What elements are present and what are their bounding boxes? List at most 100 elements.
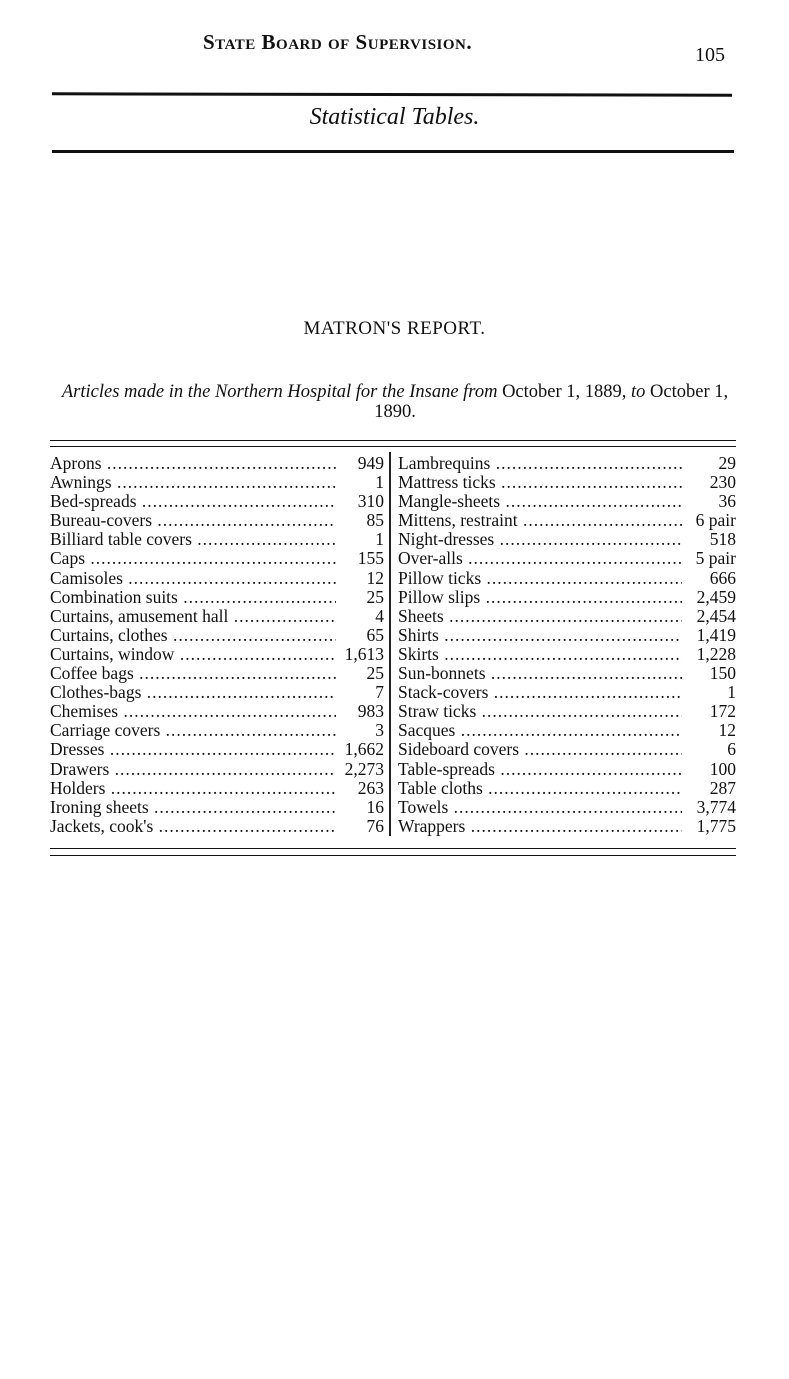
item-name: Caps bbox=[50, 549, 336, 568]
page-number: 105 bbox=[695, 44, 725, 66]
table-row: Sheets 2,454 bbox=[398, 607, 736, 626]
item-name: Straw ticks bbox=[398, 702, 682, 721]
item-quantity: 666 bbox=[709, 568, 736, 588]
item-quantity: 16 bbox=[366, 797, 385, 817]
item-quantity: 983 bbox=[357, 702, 384, 722]
item-name: Dresses bbox=[50, 740, 336, 759]
item-quantity: 230 bbox=[709, 473, 736, 493]
item-quantity: 85 bbox=[366, 511, 385, 531]
table-right-column: Lambrequins29Mattress ticks230Mangle-she… bbox=[398, 454, 736, 836]
table-row: Stack-covers 1 bbox=[398, 683, 736, 702]
column-divider bbox=[389, 452, 391, 836]
item-quantity: 6 bbox=[727, 740, 736, 760]
table-row: Curtains, clothes 65 bbox=[50, 626, 384, 645]
item-name: Aprons bbox=[50, 454, 336, 473]
table-row: Shirts 1,419 bbox=[398, 626, 736, 645]
item-name: Coffee bags bbox=[50, 664, 336, 683]
item-quantity: 3,774 bbox=[696, 797, 736, 817]
item-name: Mangle-sheets bbox=[398, 492, 682, 511]
item-quantity: 100 bbox=[709, 759, 736, 779]
subtitle-part: to bbox=[631, 382, 646, 402]
table-row: Dresses 1,662 bbox=[50, 740, 384, 759]
item-quantity: 36 bbox=[718, 492, 737, 512]
item-name: Ironing sheets bbox=[50, 798, 336, 817]
subtitle-part: October 1, 1890. bbox=[374, 382, 729, 422]
table-row: Straw ticks 172 bbox=[398, 702, 736, 721]
subtitle-part: Articles made in the Northern Hospital f… bbox=[61, 382, 498, 402]
item-quantity: 949 bbox=[357, 454, 384, 473]
item-quantity: 1 bbox=[375, 473, 384, 493]
table-bottom-rule bbox=[50, 855, 736, 856]
table-row: Holders 263 bbox=[50, 779, 384, 798]
item-name: Sun-bonnets bbox=[398, 664, 682, 683]
table-row: Jackets, cook's 76 bbox=[50, 817, 384, 836]
report-title: MATRON'S REPORT. bbox=[303, 318, 486, 339]
table-row: Ironing sheets 16 bbox=[50, 798, 384, 817]
item-quantity: 29 bbox=[718, 454, 737, 473]
table-row: Aprons 949 bbox=[50, 454, 384, 473]
table-row: Sideboard covers 6 bbox=[398, 740, 736, 759]
item-name: Holders bbox=[50, 779, 336, 798]
item-name: Bureau-covers bbox=[50, 511, 336, 530]
table-bottom-rule bbox=[50, 848, 736, 849]
item-name: Wrappers bbox=[398, 817, 682, 836]
table-row: Chemises 983 bbox=[50, 702, 384, 721]
item-quantity: 310 bbox=[357, 492, 384, 512]
table-row: Over-alls 5 pair bbox=[398, 549, 736, 568]
table-row: Camisoles 12 bbox=[50, 569, 384, 588]
item-name: Table cloths bbox=[398, 779, 682, 798]
item-quantity: 1 bbox=[375, 530, 384, 550]
item-quantity: 4 bbox=[375, 606, 384, 626]
item-name: Towels bbox=[398, 798, 682, 817]
item-quantity: 2,273 bbox=[344, 759, 384, 779]
table-row: Table cloths 287 bbox=[398, 779, 736, 798]
item-quantity: 25 bbox=[366, 664, 385, 684]
table-row: Wrappers 1,775 bbox=[398, 817, 736, 836]
table-row: Clothes-bags 7 bbox=[50, 683, 384, 702]
table-row: Coffee bags 25 bbox=[50, 664, 384, 683]
item-name: Sacques bbox=[398, 721, 682, 740]
section-title: Statistical Tables. bbox=[309, 104, 480, 130]
item-name: Combination suits bbox=[50, 588, 336, 607]
item-name: Table-spreads bbox=[398, 760, 682, 779]
item-quantity: 1,419 bbox=[696, 625, 736, 645]
item-name: Awnings bbox=[50, 473, 336, 492]
running-head: State Board of Supervision. 105 bbox=[0, 30, 789, 66]
item-quantity: 1,228 bbox=[696, 644, 736, 664]
item-quantity: 155 bbox=[357, 549, 384, 569]
running-title: State Board of Supervision. bbox=[203, 30, 473, 54]
table-top-rule bbox=[50, 440, 736, 441]
table-row: Sacques 12 bbox=[398, 721, 736, 740]
top-rule bbox=[51, 92, 733, 97]
table-row: Pillow slips 2,459 bbox=[398, 588, 736, 607]
table-row: Table-spreads 100 bbox=[398, 760, 736, 779]
table-row: Awnings 1 bbox=[50, 473, 384, 492]
table-row: Pillow ticks 666 bbox=[398, 569, 736, 588]
table-row: Sun-bonnets 150 bbox=[398, 664, 736, 683]
item-quantity: 65 bbox=[366, 625, 385, 645]
table-row: Towels 3,774 bbox=[398, 798, 736, 817]
item-name: Curtains, amusement hall bbox=[50, 607, 336, 626]
item-quantity: 150 bbox=[709, 664, 736, 684]
table-top-rule bbox=[50, 446, 736, 447]
table-row: Night-dresses 518 bbox=[398, 530, 736, 549]
table-row: Mittens, restraint 6 pair bbox=[398, 511, 736, 530]
item-quantity: 12 bbox=[718, 721, 737, 741]
item-name: Camisoles bbox=[50, 569, 336, 588]
item-name: Drawers bbox=[50, 760, 336, 779]
item-quantity: 1,662 bbox=[344, 740, 384, 760]
item-quantity: 1,775 bbox=[696, 816, 736, 836]
item-quantity: 3 bbox=[375, 721, 384, 741]
item-quantity: 76 bbox=[366, 816, 385, 836]
item-name: Sideboard covers bbox=[398, 740, 682, 759]
table-row: Mattress ticks 230 bbox=[398, 473, 736, 492]
item-quantity: 5 pair bbox=[695, 549, 736, 569]
table-row: Curtains, window 1,613 bbox=[50, 645, 384, 664]
item-name: Bed-spreads bbox=[50, 492, 336, 511]
table-row: Lambrequins 29 bbox=[398, 454, 736, 473]
table-row: Curtains, amusement hall 4 bbox=[50, 607, 384, 626]
item-quantity: 6 pair bbox=[695, 511, 736, 531]
item-name: Chemises bbox=[50, 702, 336, 721]
table-row: Drawers 2,273 bbox=[50, 760, 384, 779]
item-name: Billiard table covers bbox=[50, 530, 336, 549]
